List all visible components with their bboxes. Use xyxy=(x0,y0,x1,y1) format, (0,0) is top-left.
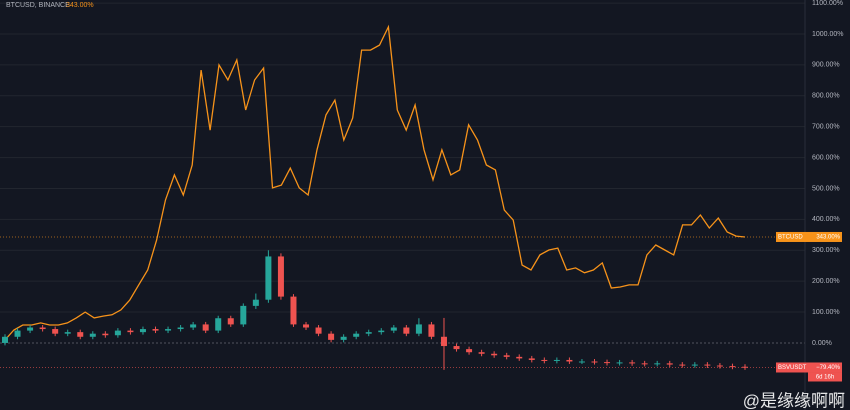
y-tick-label: 1100.00% xyxy=(812,0,843,7)
candle-body xyxy=(215,318,222,331)
candle-body xyxy=(340,336,347,340)
candle-body xyxy=(365,332,372,334)
candle-body xyxy=(491,353,498,356)
candle-body xyxy=(716,365,723,367)
candle-body xyxy=(729,366,736,368)
y-tick-label: 600.00% xyxy=(812,154,840,161)
price-tag-name: BSVUSDT xyxy=(778,365,807,371)
chart-title: BTCUSD, BINANCE xyxy=(6,2,70,9)
candle-body xyxy=(616,362,623,364)
candle-body xyxy=(290,296,297,325)
candle-body xyxy=(77,332,84,337)
candle-body xyxy=(315,327,322,334)
candle-body xyxy=(390,327,397,331)
candle-body xyxy=(428,324,435,337)
candle-body xyxy=(127,330,134,333)
candle-body xyxy=(252,299,259,306)
candle-body xyxy=(240,305,247,325)
candle-body xyxy=(328,333,335,340)
y-tick-label: 900.00% xyxy=(812,62,840,69)
y-tick-label: 400.00% xyxy=(812,216,840,223)
candle-body xyxy=(177,327,184,330)
candle-body xyxy=(165,329,172,331)
price-tag xyxy=(776,231,842,242)
candle-body xyxy=(102,333,109,336)
price-tag xyxy=(776,362,842,373)
price-tag-value: 343.00% xyxy=(816,235,840,241)
candle-body xyxy=(27,327,34,331)
countdown-tag xyxy=(808,372,842,382)
y-tick-label: 1000.00% xyxy=(812,31,844,38)
candle-body xyxy=(415,324,422,334)
candle-body xyxy=(139,329,146,333)
candle-body xyxy=(604,362,611,364)
y-tick-label: 700.00% xyxy=(812,124,840,131)
title-value: 343.00% xyxy=(66,2,94,9)
grid xyxy=(0,2,805,344)
plot xyxy=(0,24,805,370)
candle-body xyxy=(691,364,698,366)
y-tick-label: 500.00% xyxy=(812,185,840,192)
candle-body xyxy=(704,364,711,366)
candle-body xyxy=(566,359,573,362)
candle-body xyxy=(89,333,96,337)
candle-body xyxy=(629,362,636,364)
price-tag-value: −79.40% xyxy=(816,365,841,371)
y-tick-label: 100.00% xyxy=(812,309,840,316)
candle-body xyxy=(440,336,447,347)
candle-body xyxy=(114,330,121,336)
candle-body xyxy=(478,352,485,354)
candle-body xyxy=(277,256,284,297)
candle-body xyxy=(641,363,648,365)
candle-body xyxy=(466,349,473,353)
candle-body xyxy=(2,336,8,343)
candle-body xyxy=(378,330,385,333)
candle-body xyxy=(516,356,523,359)
candle-body xyxy=(403,327,410,334)
candle-body xyxy=(190,324,197,328)
candle-body xyxy=(265,256,272,300)
watermark: @是缘缘啊啊 xyxy=(743,391,845,410)
candle-body xyxy=(591,361,598,363)
candle-body xyxy=(679,364,686,366)
candle-body xyxy=(578,361,585,363)
candle-body xyxy=(503,355,510,357)
y-tick-label: 200.00% xyxy=(812,278,840,285)
y-tick-label: 0.00% xyxy=(812,340,832,347)
candle-body xyxy=(666,363,673,365)
candle-body xyxy=(541,359,548,361)
labels: 0.00% 100.00% 200.00% 300.00% 400.00% 500.00%… xyxy=(776,0,844,382)
price-tag-name: BTCUSD xyxy=(778,235,803,241)
line xyxy=(4,24,746,341)
candle-body xyxy=(152,329,159,331)
candle-body xyxy=(227,318,234,325)
candle-body xyxy=(453,346,460,350)
candle-body xyxy=(14,330,21,337)
candle-body xyxy=(64,332,71,334)
candle-body xyxy=(39,327,46,330)
candle-body xyxy=(353,333,360,337)
candle-body xyxy=(303,324,310,328)
y-tick-label: 800.00% xyxy=(812,93,840,100)
candle-body xyxy=(52,329,59,334)
candle-body xyxy=(553,359,560,361)
y-tick-label: 300.00% xyxy=(812,247,840,254)
countdown: 6d 16h xyxy=(816,375,834,381)
candle-body xyxy=(654,363,661,365)
candle-body xyxy=(528,358,535,360)
candle-body xyxy=(202,324,209,331)
